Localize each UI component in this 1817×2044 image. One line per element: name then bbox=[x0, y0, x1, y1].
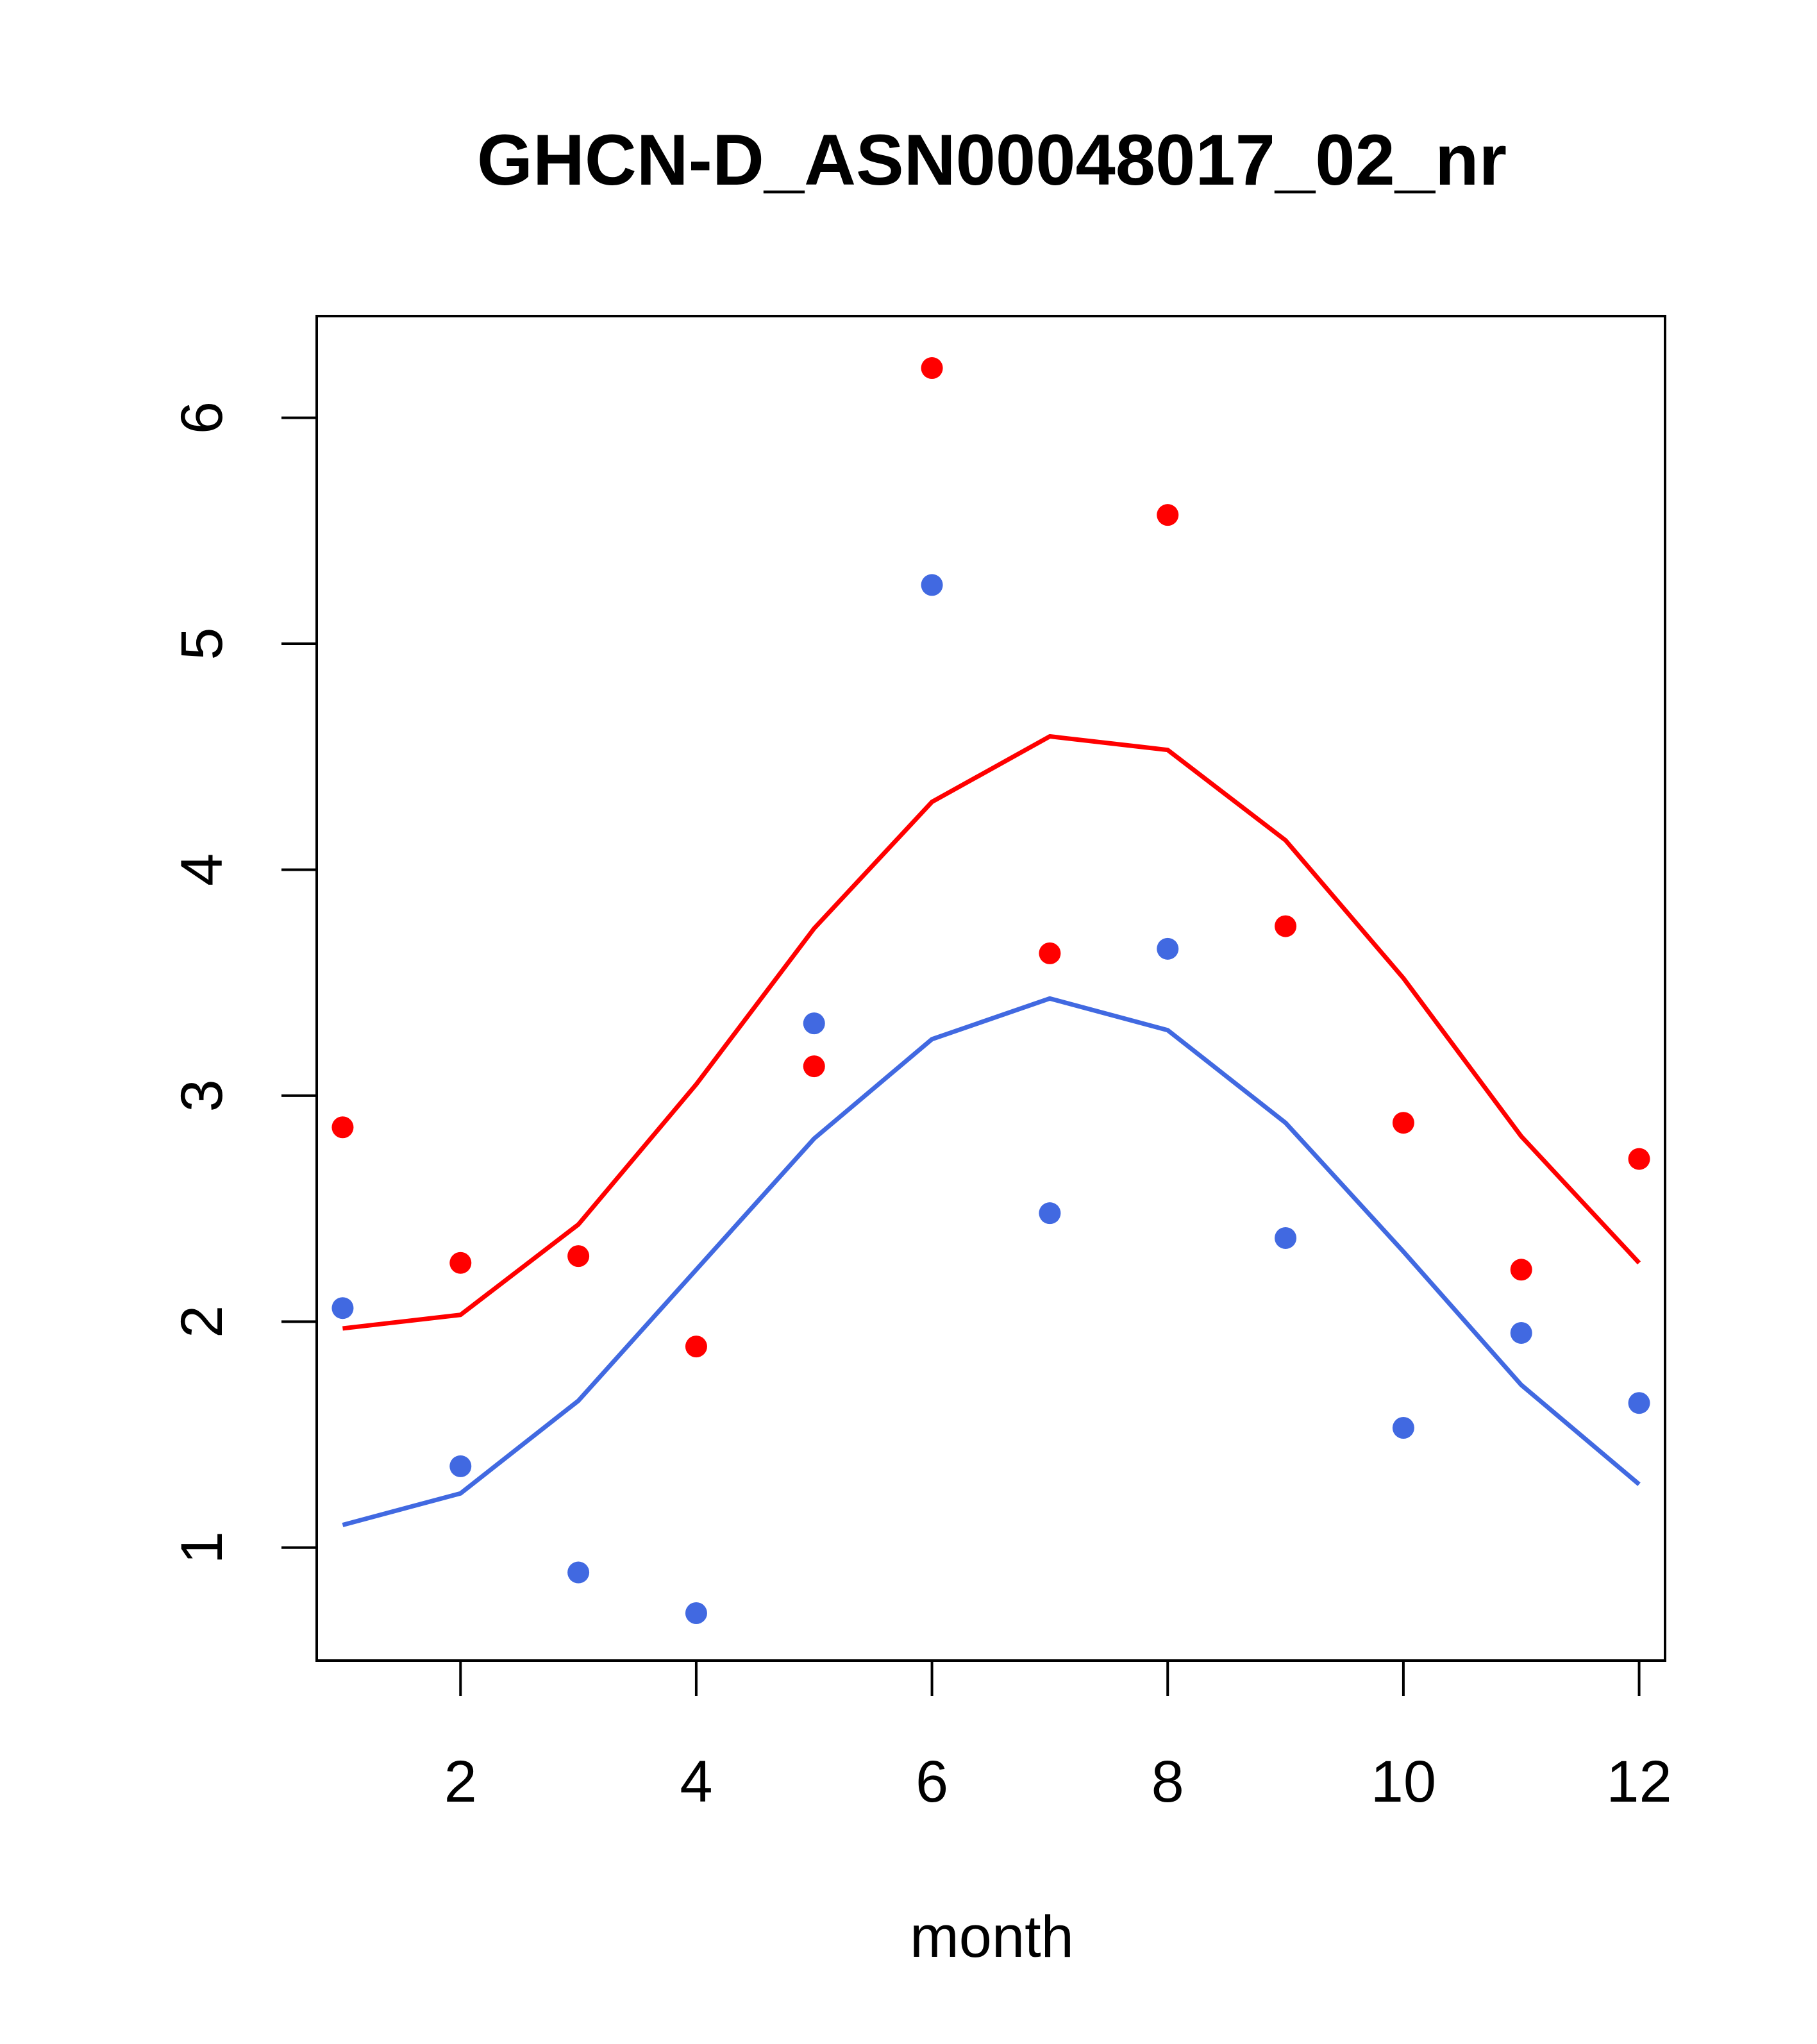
data-point bbox=[1157, 504, 1179, 526]
y-axis: 1 2 3 4 5 6 bbox=[169, 401, 318, 1564]
series-line-0 bbox=[342, 734, 1641, 1331]
data-point bbox=[449, 1252, 472, 1274]
data-point bbox=[449, 1455, 472, 1477]
data-point bbox=[567, 1561, 590, 1584]
y-tick-label: 3 bbox=[169, 1079, 235, 1112]
x-axis-label: month bbox=[910, 1904, 1074, 1970]
data-point bbox=[921, 574, 943, 596]
x-tick-label: 4 bbox=[680, 1749, 712, 1814]
series-layer bbox=[331, 357, 1650, 1624]
x-tick-label: 8 bbox=[1151, 1749, 1184, 1814]
x-axis: 2 4 6 8 10 12 bbox=[444, 1659, 1672, 1814]
data-point bbox=[685, 1336, 707, 1358]
x-tick-label: 2 bbox=[444, 1749, 477, 1814]
data-point bbox=[1039, 942, 1061, 964]
data-point bbox=[1392, 1416, 1414, 1439]
data-point bbox=[685, 1602, 707, 1624]
data-point bbox=[1275, 915, 1297, 937]
data-point bbox=[1628, 1392, 1650, 1414]
data-point bbox=[1628, 1148, 1650, 1170]
chart-title: GHCN-D_ASN00048017_02_nr bbox=[477, 120, 1507, 200]
y-tick-label: 1 bbox=[169, 1531, 235, 1564]
x-tick-label: 6 bbox=[916, 1749, 948, 1814]
data-point bbox=[921, 357, 943, 380]
y-tick-label: 2 bbox=[169, 1305, 235, 1338]
x-tick-label: 10 bbox=[1371, 1749, 1436, 1814]
data-point bbox=[1510, 1259, 1532, 1281]
data-point bbox=[1157, 937, 1179, 960]
x-tick-label: 12 bbox=[1606, 1749, 1671, 1814]
y-tick-label: 4 bbox=[169, 853, 235, 886]
y-tick-label: 6 bbox=[169, 401, 235, 434]
data-point bbox=[331, 1297, 354, 1319]
data-point bbox=[331, 1116, 354, 1139]
series-line-1 bbox=[342, 996, 1641, 1527]
data-point bbox=[1510, 1321, 1532, 1344]
data-point bbox=[567, 1245, 590, 1268]
data-point bbox=[1039, 1202, 1061, 1225]
data-point bbox=[803, 1012, 825, 1035]
plot-frame bbox=[315, 315, 1666, 1662]
data-point bbox=[803, 1055, 825, 1078]
y-tick-label: 5 bbox=[169, 627, 235, 660]
data-point bbox=[1392, 1112, 1414, 1134]
data-point bbox=[1275, 1227, 1297, 1249]
